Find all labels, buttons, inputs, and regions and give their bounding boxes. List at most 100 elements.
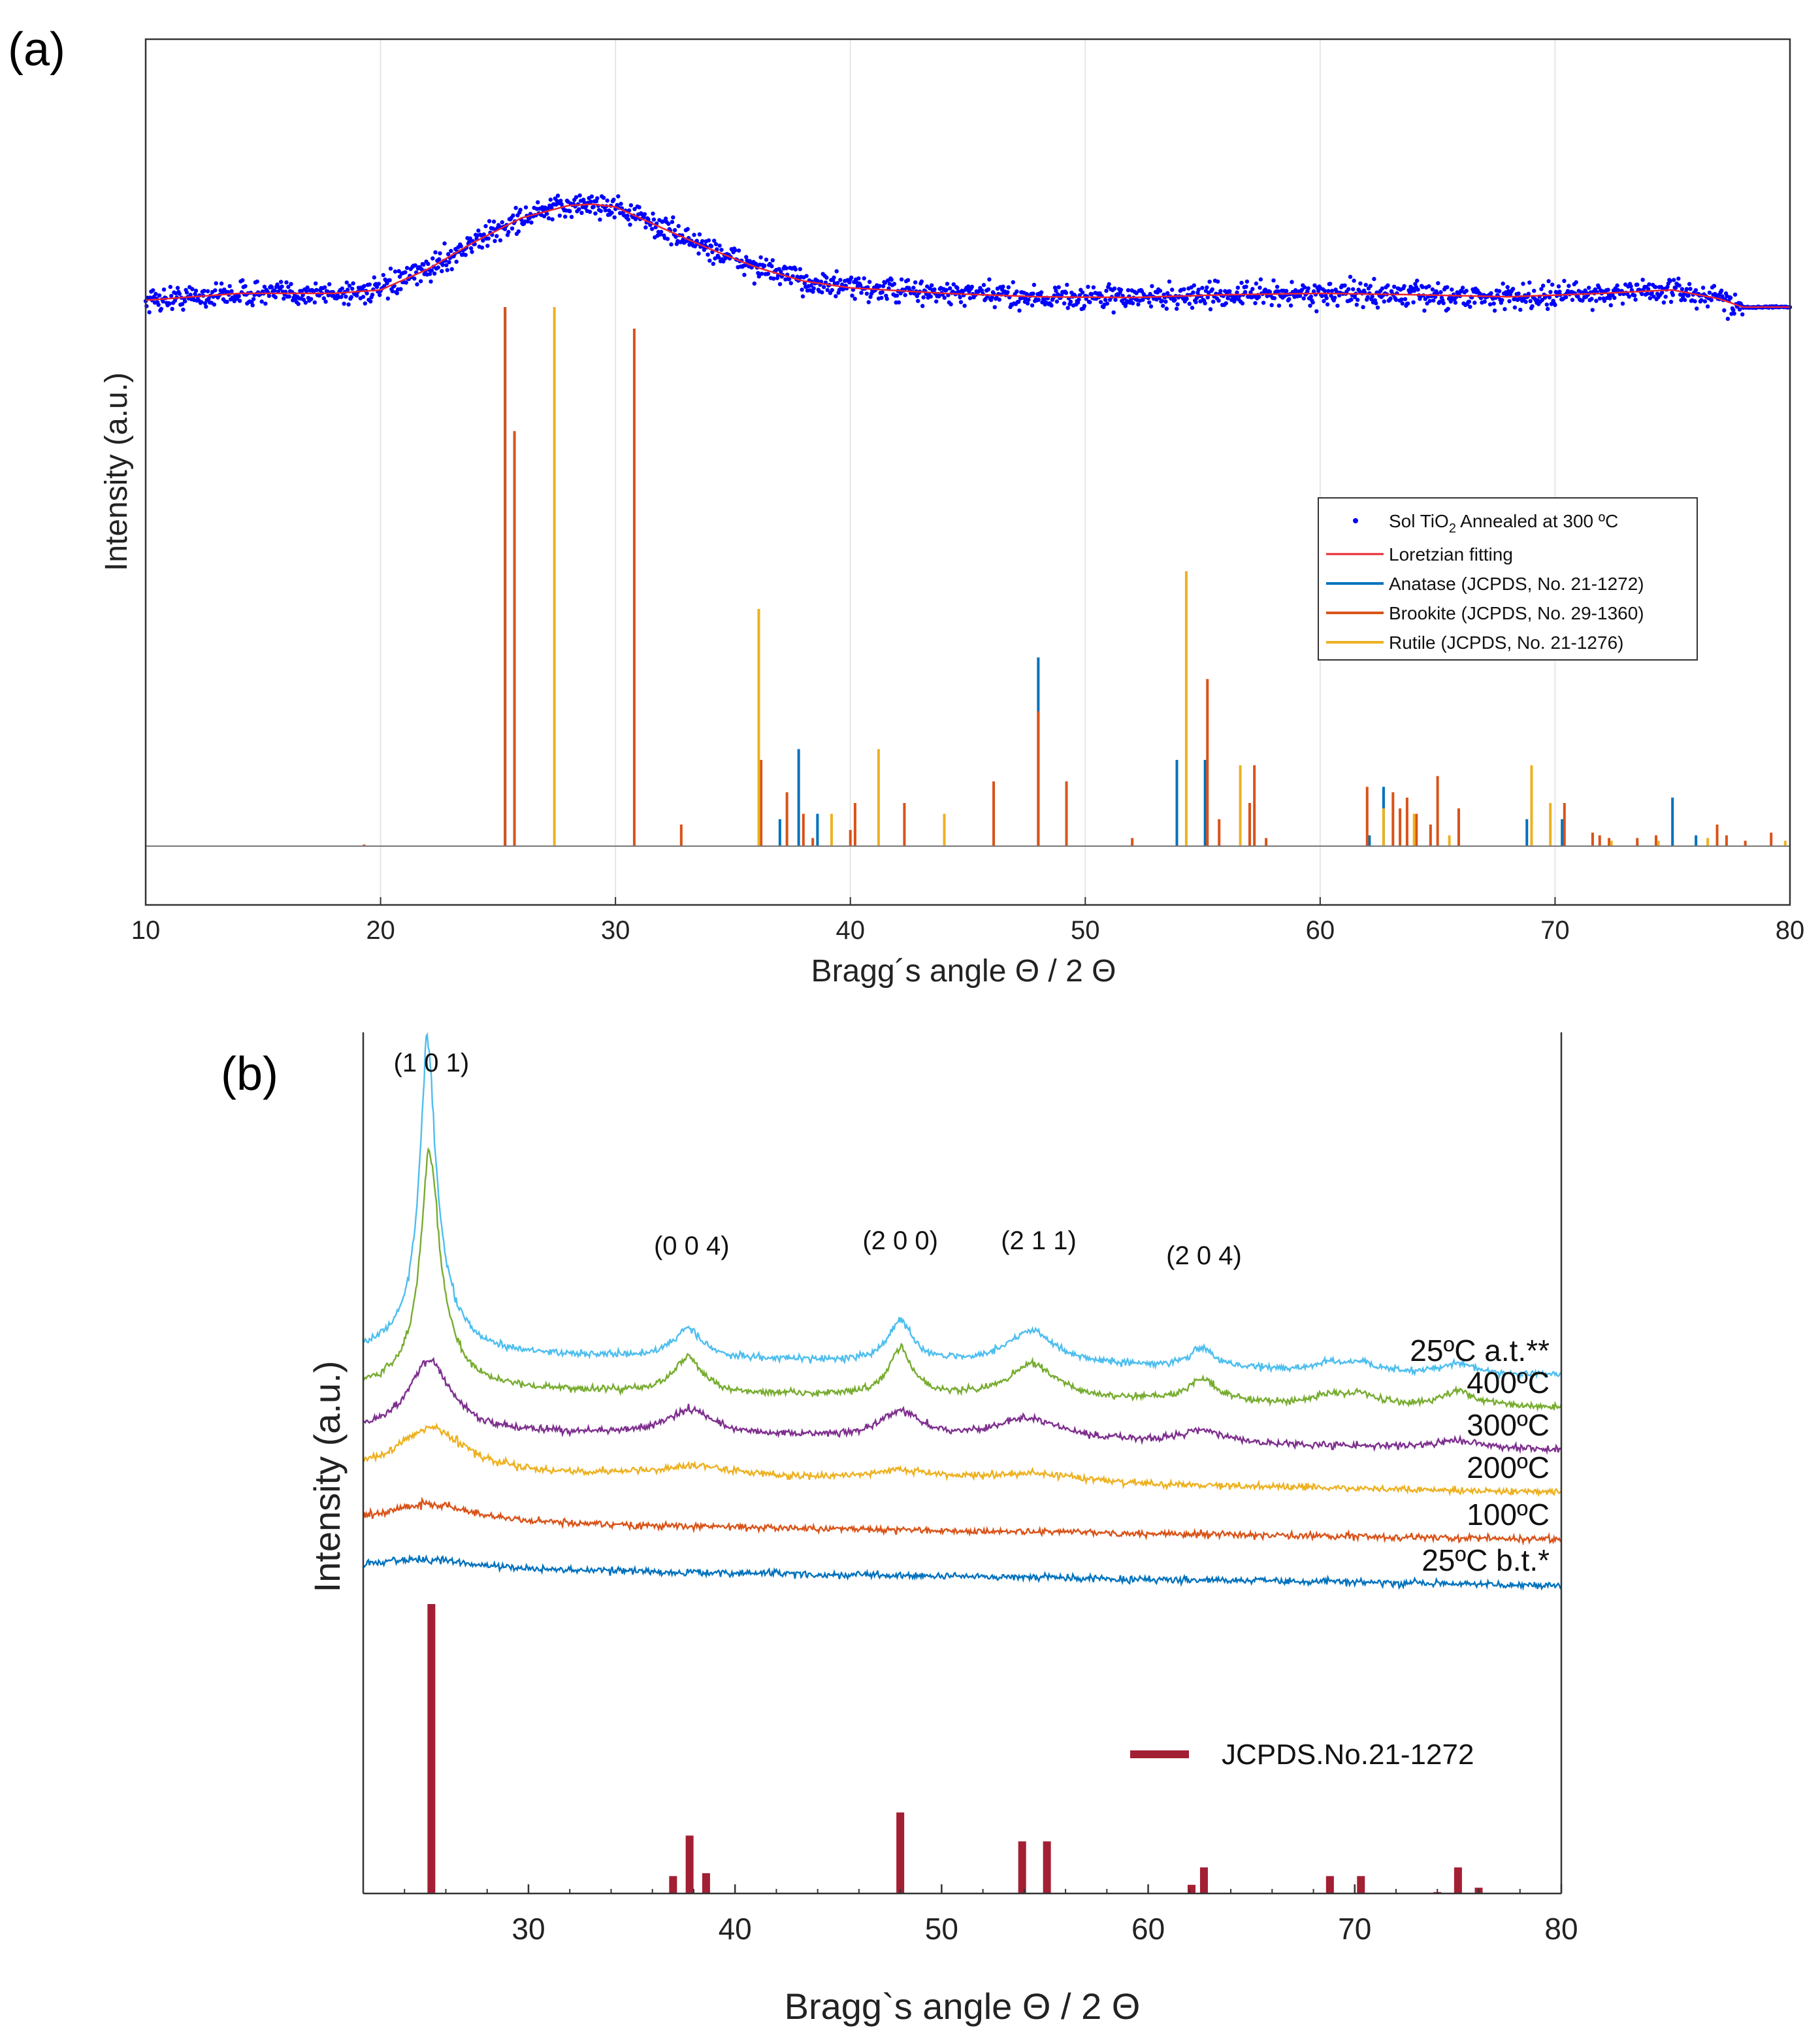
measured-point — [911, 286, 916, 290]
measured-point — [350, 286, 355, 291]
measured-point — [395, 291, 399, 295]
measured-point — [1056, 292, 1060, 297]
measured-point — [454, 259, 459, 264]
measured-point — [658, 229, 664, 235]
measured-point — [919, 279, 924, 284]
measured-point — [1608, 296, 1612, 301]
measured-point — [1653, 285, 1658, 289]
measured-point — [267, 293, 272, 298]
measured-point — [1594, 299, 1599, 303]
measured-point — [432, 271, 437, 276]
panel-a-x-axis-label: Bragg´s angle Θ / 2 Θ — [811, 954, 1116, 989]
measured-point — [1025, 301, 1030, 306]
measured-point — [715, 247, 719, 252]
measured-point — [404, 265, 410, 270]
panel-a-gridlines — [145, 39, 1791, 905]
measured-point — [1098, 300, 1103, 304]
measured-point — [1732, 311, 1736, 316]
measured-point — [881, 284, 886, 289]
series-line-4 — [362, 1496, 1562, 1546]
measured-point — [296, 302, 301, 306]
measured-point — [1693, 299, 1697, 304]
measured-point — [1516, 291, 1521, 296]
measured-point — [1468, 304, 1472, 309]
measured-point — [393, 269, 398, 274]
measured-point — [188, 292, 193, 297]
measured-point — [1673, 286, 1678, 290]
x-tick-label: 30 — [512, 1912, 545, 1946]
measured-point — [314, 287, 319, 292]
measured-point — [795, 274, 800, 279]
measured-point — [250, 303, 255, 308]
x-tick-label: 20 — [366, 916, 395, 945]
measured-point — [251, 297, 256, 301]
measured-point — [591, 205, 596, 209]
measured-point — [219, 281, 224, 286]
measured-point — [1501, 281, 1505, 286]
measured-point — [1372, 276, 1376, 282]
measured-point — [1205, 285, 1209, 290]
measured-point — [1244, 284, 1248, 289]
measured-point — [1635, 282, 1640, 287]
measured-point — [1322, 289, 1327, 293]
measured-point — [1288, 303, 1293, 308]
measured-point — [1670, 293, 1676, 297]
x-tick-label: 50 — [1071, 916, 1100, 945]
measured-point — [1646, 287, 1651, 291]
measured-point — [1416, 287, 1420, 292]
measured-point — [227, 284, 232, 289]
measured-point — [1570, 297, 1575, 303]
measured-point — [866, 300, 871, 304]
measured-point — [368, 299, 373, 304]
measured-point — [1707, 290, 1712, 295]
measured-point — [161, 299, 165, 304]
measured-point — [1358, 281, 1363, 286]
measured-point — [1400, 301, 1405, 306]
measured-point — [700, 238, 705, 244]
measured-point — [1629, 284, 1633, 289]
series-line-2 — [363, 1356, 1563, 1455]
measured-point — [1160, 299, 1165, 303]
measured-point — [1737, 307, 1742, 312]
measured-point — [1348, 274, 1353, 279]
measured-point — [498, 238, 503, 242]
measured-point — [1672, 278, 1676, 282]
measured-point — [867, 280, 872, 284]
measured-point — [1540, 297, 1544, 303]
measured-point — [495, 234, 499, 238]
measured-point — [1310, 300, 1315, 305]
measured-point — [1411, 300, 1416, 304]
measured-point — [997, 297, 1002, 302]
measured-point — [913, 280, 918, 285]
measured-point — [958, 300, 964, 304]
measured-point — [470, 250, 474, 254]
measured-point — [945, 282, 950, 286]
measured-point — [598, 208, 603, 214]
measured-point — [1640, 291, 1644, 297]
measured-point — [303, 301, 308, 305]
measured-point — [287, 294, 291, 299]
measured-point — [1425, 301, 1429, 306]
measured-point — [263, 301, 268, 306]
measured-point — [280, 284, 284, 289]
measured-point — [1693, 288, 1698, 293]
measured-point — [696, 251, 701, 256]
measured-point — [1256, 295, 1261, 299]
legend-label-anatase: Anatase (JCPDS, No. 21-1272) — [1389, 574, 1644, 594]
measured-point — [1191, 290, 1195, 295]
measured-point — [516, 229, 521, 234]
measured-point — [1556, 284, 1561, 289]
measured-point — [830, 287, 834, 293]
peak-annotation: (2 0 4) — [1166, 1241, 1242, 1270]
legend-label-jcpds: JCPDS.No.21-1272 — [1222, 1739, 1474, 1771]
measured-point — [481, 238, 485, 243]
series-label: 200ºC — [1467, 1450, 1550, 1484]
measured-point — [506, 229, 511, 235]
measured-point — [156, 303, 161, 307]
measured-point — [697, 232, 702, 237]
measured-point — [1269, 303, 1274, 308]
measured-point — [1518, 307, 1523, 312]
measured-point — [821, 285, 826, 289]
measured-point — [1329, 293, 1333, 298]
